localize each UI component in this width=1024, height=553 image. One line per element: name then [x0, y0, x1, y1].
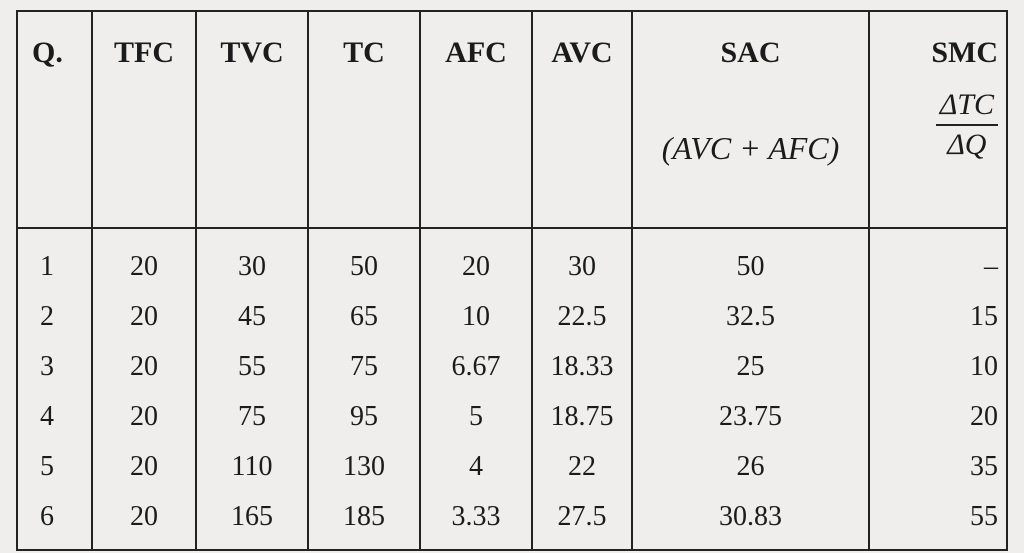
- cell-tc: 95: [307, 392, 421, 442]
- header-sac-label: SAC: [720, 36, 781, 69]
- header-tc: TC: [307, 10, 421, 229]
- cell-sac: 32.5: [631, 292, 870, 342]
- table-row: 1 20 30 50 20 30 50 –: [16, 228, 1008, 292]
- cell-tfc: 20: [91, 442, 197, 492]
- cell-afc: 20: [419, 228, 533, 292]
- header-row: Q. TFC TVC TC AFC AVC SAC (AVC + AFC) SM…: [16, 10, 1008, 229]
- header-smc-denominator: ΔQ: [947, 128, 987, 161]
- table-row: 5 20 110 130 4 22 26 35: [16, 442, 1008, 492]
- table-row: 6 20 165 185 3.33 27.5 30.83 55: [16, 492, 1008, 551]
- cell-avc: 22.5: [531, 292, 633, 342]
- cell-tc: 50: [307, 228, 421, 292]
- cell-afc: 5: [419, 392, 533, 442]
- table-row: 4 20 75 95 5 18.75 23.75 20: [16, 392, 1008, 442]
- cell-tvc: 55: [195, 342, 309, 392]
- cell-tc: 75: [307, 342, 421, 392]
- cell-tfc: 20: [91, 228, 197, 292]
- cell-afc: 3.33: [419, 492, 533, 551]
- header-smc-fraction: ΔTC ΔQ: [935, 88, 998, 162]
- cell-sac: 25: [631, 342, 870, 392]
- cell-q: 4: [16, 392, 93, 442]
- header-sac: SAC (AVC + AFC): [631, 10, 870, 229]
- cell-afc: 6.67: [419, 342, 533, 392]
- cell-sac: 30.83: [631, 492, 870, 551]
- cost-table: Q. TFC TVC TC AFC AVC SAC (AVC + AFC) SM…: [16, 10, 1008, 551]
- cell-q: 1: [16, 228, 93, 292]
- cell-smc: –: [868, 228, 1008, 292]
- cell-avc: 22: [531, 442, 633, 492]
- cell-q: 3: [16, 342, 93, 392]
- cell-tfc: 20: [91, 342, 197, 392]
- header-smc: SMC ΔTC ΔQ: [868, 10, 1008, 229]
- cell-tc: 185: [307, 492, 421, 551]
- cell-avc: 18.33: [531, 342, 633, 392]
- cell-smc: 55: [868, 492, 1008, 551]
- header-smc-numerator: ΔTC: [935, 88, 998, 126]
- cell-tvc: 110: [195, 442, 309, 492]
- header-smc-label: SMC: [931, 36, 998, 69]
- cell-tvc: 165: [195, 492, 309, 551]
- cell-tvc: 30: [195, 228, 309, 292]
- cell-tc: 65: [307, 292, 421, 342]
- header-afc: AFC: [419, 10, 533, 229]
- header-tfc: TFC: [91, 10, 197, 229]
- cell-avc: 27.5: [531, 492, 633, 551]
- header-sac-formula: (AVC + AFC): [661, 130, 840, 166]
- cell-smc: 20: [868, 392, 1008, 442]
- header-tvc: TVC: [195, 10, 309, 229]
- cell-tc: 130: [307, 442, 421, 492]
- cell-sac: 26: [631, 442, 870, 492]
- cell-q: 2: [16, 292, 93, 342]
- cell-avc: 18.75: [531, 392, 633, 442]
- cell-tvc: 75: [195, 392, 309, 442]
- cell-q: 6: [16, 492, 93, 551]
- cell-smc: 10: [868, 342, 1008, 392]
- cell-smc: 15: [868, 292, 1008, 342]
- table-row: 2 20 45 65 10 22.5 32.5 15: [16, 292, 1008, 342]
- cell-sac: 23.75: [631, 392, 870, 442]
- cell-tvc: 45: [195, 292, 309, 342]
- cell-afc: 4: [419, 442, 533, 492]
- cell-avc: 30: [531, 228, 633, 292]
- cell-tfc: 20: [91, 392, 197, 442]
- cell-q: 5: [16, 442, 93, 492]
- cell-sac: 50: [631, 228, 870, 292]
- cell-smc: 35: [868, 442, 1008, 492]
- cell-tfc: 20: [91, 292, 197, 342]
- header-q: Q.: [16, 10, 93, 229]
- table-row: 3 20 55 75 6.67 18.33 25 10: [16, 342, 1008, 392]
- cell-afc: 10: [419, 292, 533, 342]
- cell-tfc: 20: [91, 492, 197, 551]
- header-avc: AVC: [531, 10, 633, 229]
